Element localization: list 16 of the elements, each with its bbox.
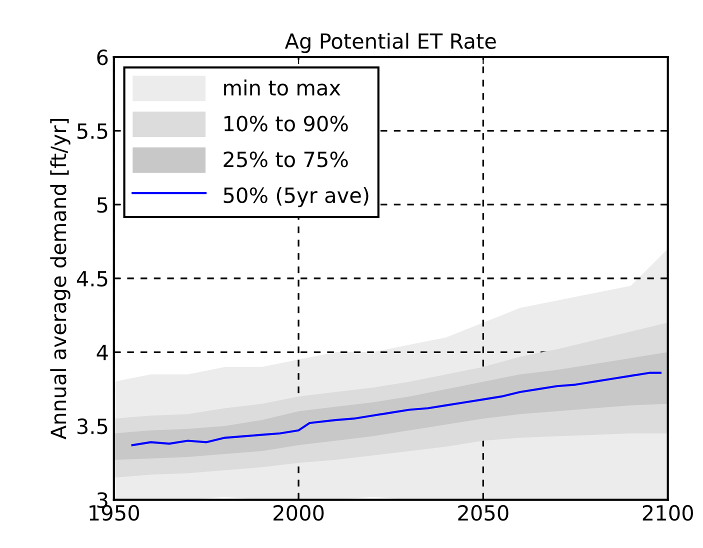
y-tick-label: 4 (96, 344, 108, 360)
y-tick-label: 6 (97, 49, 108, 66)
line-series (131, 372, 662, 446)
legend-label: 50% (5yr ave) (224, 187, 368, 208)
y-tick-label: 4.5 (76, 271, 108, 287)
legend-label: 25% to 75% (224, 152, 348, 168)
y-tick-label: 5.5 (78, 124, 108, 139)
legend-label: 10% to 90% (224, 116, 348, 132)
legend-label: min to max (224, 79, 340, 96)
chart-title: Ag Potential ET Rate (284, 32, 496, 53)
y-tick-label: 3.5 (77, 418, 108, 434)
x-tick-label: 2100 (642, 505, 693, 521)
y-tick-label: 5 (97, 197, 108, 213)
x-tick-label: 2000 (274, 505, 324, 521)
y-axis-title: Annual average demand [ft/yr] (50, 118, 70, 440)
x-tick-label: 2050 (458, 505, 508, 521)
